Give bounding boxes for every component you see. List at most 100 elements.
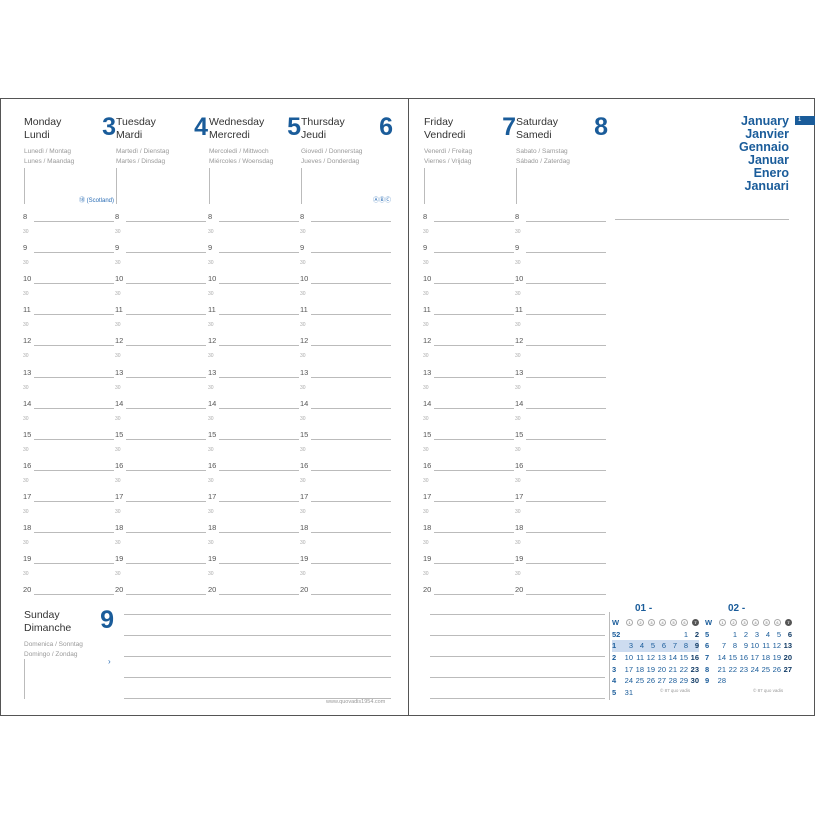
calendar-day: 10: [624, 653, 633, 663]
hour-label: 11: [208, 305, 216, 315]
hour-line: [219, 469, 299, 471]
hour-line: [434, 252, 514, 254]
hour-label: 14: [515, 398, 524, 408]
half-hour-label: 30: [115, 477, 121, 484]
mini-calendar: 02 - W 1 2 3 4 5 6 7 5 1 2 3 4 5 6 6 7 8 9 10 11 12 13 7 14 15 16 17…: [705, 603, 792, 687]
half-hour-label: 30: [515, 229, 521, 235]
hour-line: [526, 221, 606, 222]
hour-label: 18: [423, 523, 432, 532]
hour-line: [126, 469, 206, 471]
hour-label: 12: [115, 336, 124, 346]
hour-line: [434, 563, 514, 565]
hour-line: [434, 376, 514, 378]
hour-line: [126, 252, 206, 254]
sunday-line: [124, 698, 391, 699]
hour-label: 8: [423, 212, 428, 221]
calendar-day: 20: [657, 664, 666, 674]
half-hour-label: 30: [515, 291, 521, 298]
hour-line: [126, 563, 206, 565]
half-hour-label: 30: [300, 229, 306, 235]
calendar-day: 23: [739, 664, 748, 674]
hour-line: [311, 345, 391, 347]
hour-label: 12: [515, 336, 524, 346]
half-hour-label: 30: [23, 415, 29, 422]
day-name-en: Monday: [24, 116, 62, 128]
week-number: 2: [612, 653, 617, 663]
calendar-day: 8: [683, 641, 688, 651]
half-hour-label: 30: [23, 477, 29, 484]
day-column: Tuesday Mardi 4 Martedì / Dienstag Martes / …: [116, 113, 208, 204]
hour-line: [126, 314, 206, 316]
sunday-line: [124, 635, 391, 636]
hour-label: 15: [23, 429, 32, 439]
hour-line: [526, 283, 606, 285]
half-hour-label: 30: [300, 384, 306, 391]
half-hour-label: 30: [208, 508, 214, 515]
half-hour-label: 30: [115, 353, 121, 360]
calendar-day: 9: [694, 641, 699, 651]
hour-line: [219, 376, 299, 378]
calendar-day: 22: [728, 664, 737, 674]
hour-line: [526, 594, 606, 596]
hour-label: 14: [208, 398, 217, 408]
half-hour-label: 30: [115, 508, 121, 515]
calendar-day: 9: [743, 641, 748, 651]
calendar-day: 11: [636, 653, 644, 663]
hour-line: [219, 252, 299, 254]
calendar-day: 15: [679, 653, 688, 663]
day-number: 6: [379, 113, 393, 141]
hour-label: 14: [300, 398, 309, 408]
weekday-header: 4: [659, 619, 666, 627]
hour-line: [219, 283, 299, 285]
weekday-header: 2: [730, 619, 737, 627]
day-name-en: Thursday: [301, 116, 345, 128]
hour-label: 17: [515, 491, 524, 501]
weekday-header: 7: [785, 619, 792, 627]
half-hour-label: 30: [423, 260, 429, 267]
divider: [301, 168, 302, 204]
half-hour-label: 30: [515, 477, 521, 484]
half-hour-label: 30: [515, 508, 521, 515]
half-hour-label: 30: [515, 571, 521, 578]
day-name-other: Lunedì / Montag Lunes / Maandag: [24, 147, 116, 167]
half-hour-label: 30: [208, 291, 214, 298]
day-number: 9: [100, 606, 114, 634]
calendar-day: 12: [646, 653, 655, 663]
calendar-day: 13: [783, 641, 792, 651]
calendar-day: 18: [761, 653, 770, 663]
day-name-fr: Mercredi: [209, 128, 250, 141]
hour-line: [434, 469, 514, 471]
day-number: 4: [194, 113, 208, 141]
calendar-day: 19: [772, 653, 781, 663]
holiday-note: ⑱ (Scotland): [78, 198, 114, 204]
hour-label: 15: [423, 429, 432, 439]
hour-label: 9: [23, 243, 28, 253]
hour-label: 10: [23, 274, 32, 284]
half-hour-label: 30: [115, 415, 121, 422]
day-name-other: Venerdì / Freitag Viernes / Vrijdag: [424, 147, 516, 167]
hour-line: [126, 438, 206, 440]
week-number: 4: [612, 676, 617, 686]
hour-label: 11: [115, 305, 123, 315]
calendar-day: 17: [624, 664, 633, 674]
hour-line: [219, 532, 299, 533]
hour-label: 11: [515, 305, 523, 315]
half-hour-label: 30: [423, 571, 429, 578]
half-hour-label: 30: [115, 260, 121, 267]
calendar-day: 24: [624, 676, 633, 686]
half-hour-label: 30: [115, 229, 121, 235]
hour-label: 19: [115, 554, 124, 564]
day-name-fr: Vendredi: [424, 128, 466, 141]
calendar-day: 26: [772, 664, 781, 674]
calendar-day: 30: [690, 676, 699, 686]
hour-label: 15: [300, 429, 309, 439]
half-hour-label: 30: [423, 540, 429, 546]
calendar-day: 25: [635, 676, 644, 686]
weekday-header: W: [705, 618, 713, 628]
half-hour-label: 30: [208, 260, 214, 267]
sub-line: Mercoledì / Mittwoch: [209, 148, 269, 155]
hour-label: 15: [115, 429, 124, 439]
month-tab[interactable]: 1: [795, 116, 815, 125]
month-names: January Janvier Gennaio Januar Enero Januari: [738, 114, 789, 193]
half-hour-label: 30: [23, 446, 29, 453]
